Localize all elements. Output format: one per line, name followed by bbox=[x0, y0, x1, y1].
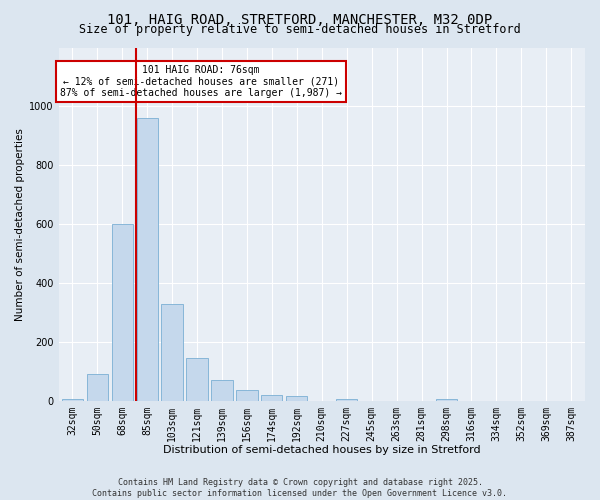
Bar bbox=[137, 118, 158, 401]
Bar bbox=[161, 304, 182, 400]
Text: 101 HAIG ROAD: 76sqm
← 12% of semi-detached houses are smaller (271)
87% of semi: 101 HAIG ROAD: 76sqm ← 12% of semi-detac… bbox=[59, 65, 341, 98]
Bar bbox=[261, 395, 283, 400]
Bar bbox=[187, 358, 208, 401]
Text: 101, HAIG ROAD, STRETFORD, MANCHESTER, M32 0DP: 101, HAIG ROAD, STRETFORD, MANCHESTER, M… bbox=[107, 12, 493, 26]
X-axis label: Distribution of semi-detached houses by size in Stretford: Distribution of semi-detached houses by … bbox=[163, 445, 481, 455]
Text: Size of property relative to semi-detached houses in Stretford: Size of property relative to semi-detach… bbox=[79, 22, 521, 36]
Bar bbox=[86, 374, 108, 400]
Bar bbox=[112, 224, 133, 400]
Y-axis label: Number of semi-detached properties: Number of semi-detached properties bbox=[15, 128, 25, 320]
Bar bbox=[286, 396, 307, 400]
Bar bbox=[211, 380, 233, 400]
Bar bbox=[236, 390, 257, 400]
Text: Contains HM Land Registry data © Crown copyright and database right 2025.
Contai: Contains HM Land Registry data © Crown c… bbox=[92, 478, 508, 498]
